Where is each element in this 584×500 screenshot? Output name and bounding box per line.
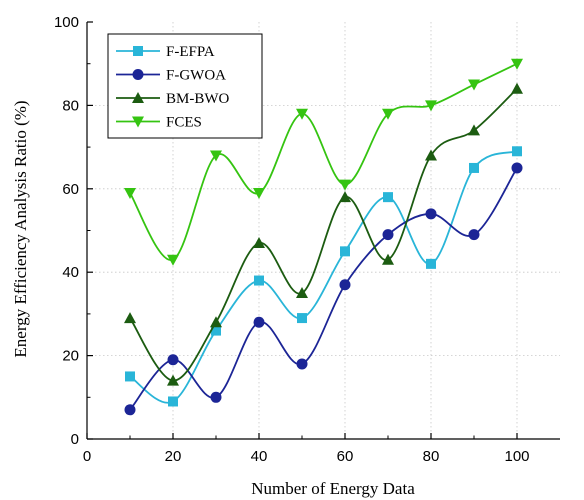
- legend-label: FCES: [166, 115, 202, 131]
- data-point: [210, 150, 222, 162]
- data-point: [339, 279, 351, 291]
- data-point: [253, 237, 265, 249]
- series-lines: [124, 58, 523, 416]
- data-point: [253, 316, 265, 328]
- data-point: [253, 187, 265, 199]
- y-tick-label: 40: [62, 264, 79, 281]
- y-tick-label: 20: [62, 348, 79, 365]
- series-line: [129, 150, 518, 404]
- legend-item: BM-BWO: [116, 91, 230, 107]
- data-point: [340, 246, 350, 257]
- data-point: [339, 179, 351, 191]
- data-point: [425, 100, 437, 112]
- data-point: [511, 58, 523, 70]
- legend-marker: [132, 116, 144, 128]
- data-point: [124, 187, 136, 199]
- legend-label: BM-BWO: [166, 91, 230, 107]
- series-line: [129, 167, 518, 411]
- x-axis-title: Number of Energy Data: [251, 479, 415, 498]
- legend-marker: [133, 46, 143, 56]
- data-point: [167, 254, 179, 266]
- data-point: [296, 358, 308, 370]
- legend: F-EFPA F-GWOA BM-BWO FCES: [107, 33, 263, 139]
- legend-marker: [132, 92, 144, 103]
- data-point: [425, 208, 437, 220]
- data-point: [125, 371, 135, 382]
- data-point: [167, 354, 179, 366]
- data-point: [124, 312, 136, 324]
- series-line: [129, 62, 518, 261]
- y-tick-label: 0: [71, 431, 79, 448]
- data-point: [468, 229, 480, 241]
- y-tick-label: 60: [62, 181, 79, 198]
- x-tick-label: 40: [251, 448, 268, 465]
- data-point: [469, 162, 479, 173]
- data-point: [468, 124, 480, 136]
- x-tick-label: 80: [423, 448, 440, 465]
- data-point: [254, 275, 264, 286]
- legend-item: F-EFPA: [116, 44, 215, 60]
- data-point: [210, 391, 222, 403]
- data-point: [383, 192, 393, 203]
- series-f-efpa: [125, 146, 522, 407]
- data-point: [382, 253, 394, 265]
- data-point: [512, 146, 522, 157]
- series-f-gwoa: [124, 162, 523, 416]
- x-tick-label: 0: [83, 448, 91, 465]
- y-axis-title: Energy Efficiency Analysis Ratio (%): [11, 100, 30, 357]
- legend-item: F-GWOA: [116, 68, 226, 84]
- data-point: [511, 162, 523, 174]
- y-tick-label: 100: [54, 14, 79, 31]
- legend-label: F-EFPA: [166, 44, 215, 60]
- data-point: [296, 287, 308, 299]
- data-point: [124, 404, 136, 416]
- x-tick-label: 100: [504, 448, 529, 465]
- series-fces: [124, 58, 523, 266]
- axes: [86, 21, 560, 440]
- data-point: [211, 325, 221, 336]
- series-line: [129, 88, 518, 382]
- y-tick-label: 80: [62, 97, 79, 114]
- x-tick-label: 60: [337, 448, 354, 465]
- data-point: [168, 396, 178, 407]
- series-bm-bwo: [124, 82, 523, 386]
- data-point: [297, 313, 307, 324]
- data-point: [210, 316, 222, 328]
- data-point: [468, 79, 480, 91]
- data-point: [426, 258, 436, 269]
- tick-labels: 0 20 40 60 80 100 0 20 40 60 80 100: [54, 14, 530, 465]
- data-point: [296, 108, 308, 120]
- data-point: [382, 229, 394, 241]
- legend-item: FCES: [116, 115, 202, 131]
- data-point: [339, 191, 351, 203]
- legend-label: F-GWOA: [166, 68, 226, 84]
- data-point: [167, 374, 179, 386]
- x-tick-label: 20: [165, 448, 182, 465]
- data-point: [382, 108, 394, 120]
- data-point: [511, 82, 523, 94]
- legend-marker: [132, 69, 144, 80]
- data-point: [425, 149, 437, 161]
